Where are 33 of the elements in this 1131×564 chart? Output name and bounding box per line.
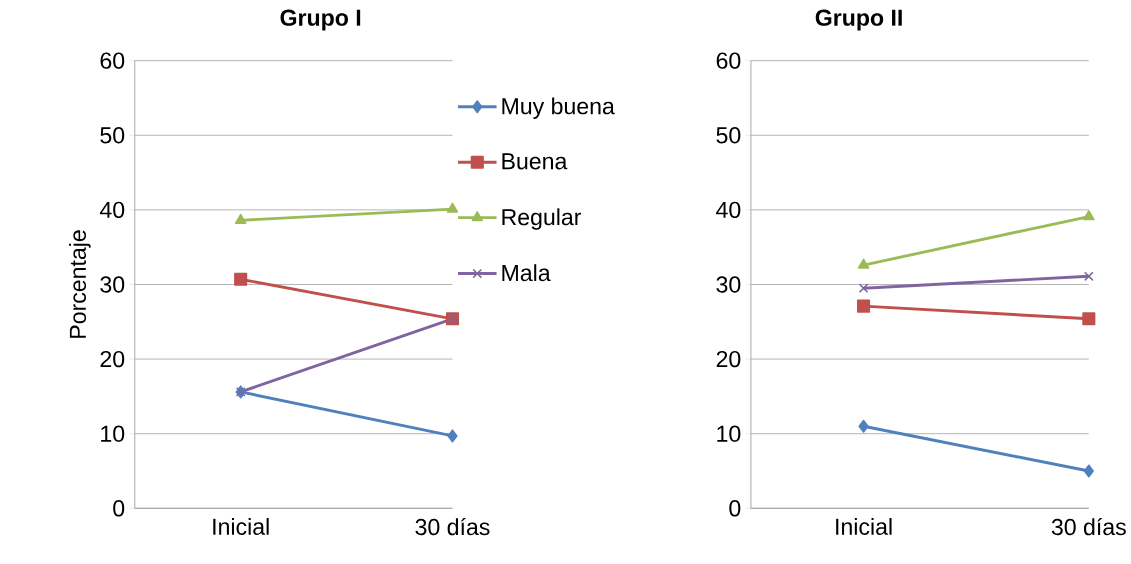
- y-tick-label: 10: [717, 425, 741, 442]
- y-tick-label: 50: [716, 127, 741, 144]
- point: [857, 299, 871, 313]
- y-tick-label: 60: [716, 52, 741, 69]
- y-tick-label: 0: [729, 500, 741, 517]
- y-tick-label: 40: [716, 201, 741, 218]
- point: [234, 272, 248, 286]
- x-tick-label: 30 días: [1051, 517, 1126, 536]
- y-tick-label: 30: [716, 276, 741, 293]
- legend-label: Mala: [502, 264, 551, 282]
- y-tick-label: 40: [99, 201, 125, 218]
- y-tick-label: 60: [100, 52, 125, 69]
- point: [1083, 464, 1094, 478]
- y-tick-label: 50: [100, 127, 125, 144]
- chart-title: Grupo I: [280, 9, 361, 31]
- y-tick-label: 20: [100, 350, 125, 368]
- y-tick-label: 30: [100, 276, 125, 293]
- point: [447, 429, 458, 443]
- y-tick-label: 0: [113, 500, 125, 517]
- y-tick-label: 10: [101, 425, 125, 442]
- x-tick-label: Inicial: [213, 517, 269, 535]
- point: [858, 419, 869, 433]
- point: [858, 283, 869, 293]
- point: [1083, 271, 1094, 282]
- chart-title: Grupo II: [815, 9, 902, 31]
- point: [1082, 312, 1096, 326]
- x-tick-label: Inicial: [836, 517, 892, 535]
- y-tick-label: 20: [716, 350, 741, 368]
- y-axis-title: Porcentaje: [69, 230, 91, 338]
- x-tick-label: 30 días: [415, 517, 490, 536]
- legend-label: Buena: [502, 153, 568, 170]
- legend-label: Muy buena: [502, 97, 615, 119]
- legend-label: Regular: [502, 208, 582, 230]
